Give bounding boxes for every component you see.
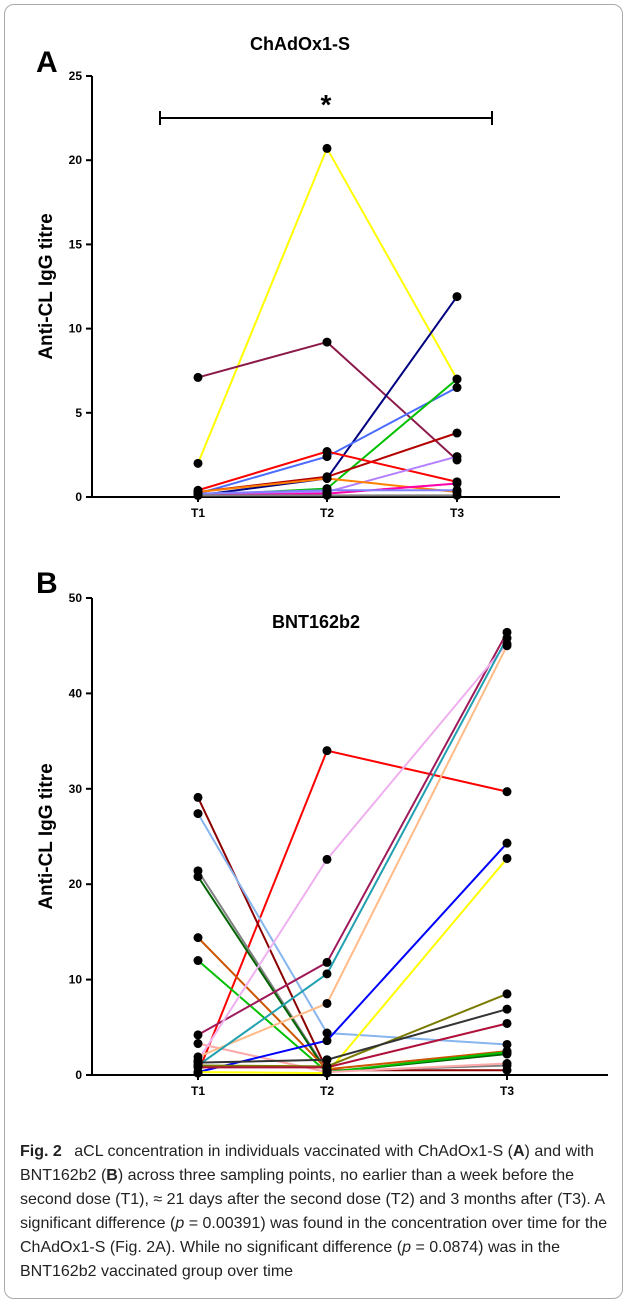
data-point	[452, 490, 462, 500]
data-point	[193, 1039, 203, 1049]
data-point	[322, 957, 332, 967]
y-tick-label: 20	[69, 153, 83, 167]
data-point	[322, 337, 332, 347]
data-point	[502, 853, 512, 863]
x-tick-label: T3	[450, 506, 464, 520]
data-point	[322, 143, 332, 153]
figure-frame	[4, 4, 623, 1299]
data-point	[322, 998, 332, 1008]
caption-panel-a: A	[512, 1143, 525, 1160]
caption-text-2: ) and with BNT162b2 (	[20, 1143, 594, 1184]
data-point	[502, 1059, 512, 1069]
data-point	[322, 1062, 332, 1072]
figure-label: Fig. 2	[20, 1143, 62, 1160]
data-point	[322, 1028, 332, 1038]
series-line	[197, 631, 508, 1036]
data-point	[193, 792, 203, 802]
y-tick-label: 10	[69, 322, 83, 336]
caption-text-1: aCL concentration in individuals vaccina…	[74, 1143, 513, 1160]
series-line	[197, 340, 458, 461]
data-point	[452, 374, 462, 384]
data-point	[452, 428, 462, 438]
y-tick-label: 20	[69, 877, 83, 891]
series-line	[197, 146, 458, 464]
y-tick-label: 25	[69, 69, 83, 83]
panel-label: B	[36, 567, 58, 600]
panel-label: A	[36, 46, 58, 79]
x-tick-label: T1	[191, 1084, 205, 1098]
data-point	[193, 490, 203, 500]
data-point	[322, 447, 332, 457]
data-point	[193, 1030, 203, 1040]
data-point	[452, 383, 462, 393]
y-tick-label: 0	[75, 1068, 82, 1082]
x-tick-label: T1	[191, 506, 205, 520]
data-point	[193, 956, 203, 966]
data-point	[452, 292, 462, 302]
data-point	[502, 1018, 512, 1028]
x-tick-label: T2	[320, 506, 334, 520]
caption-text-4: = 0.00391) was found in the concentratio…	[20, 1215, 608, 1256]
x-tick-label: T2	[320, 1084, 334, 1098]
data-point	[322, 1036, 332, 1046]
y-tick-label: 0	[75, 490, 82, 504]
y-tick-label: 50	[69, 591, 83, 605]
y-tick-label: 40	[69, 686, 83, 700]
y-axis-label: Anti-CL IgG titre	[36, 763, 57, 909]
series-line	[197, 645, 508, 1058]
data-point	[502, 633, 512, 643]
significance-marker: *	[321, 89, 332, 120]
series-line	[197, 796, 507, 1072]
caption-text-5: = 0.0874) was in the BNT162b2 vaccinated…	[20, 1239, 560, 1280]
y-tick-label: 5	[75, 406, 82, 420]
data-point	[193, 458, 203, 468]
data-point	[452, 452, 462, 462]
data-point	[322, 969, 332, 979]
data-point	[322, 746, 332, 756]
series-line	[197, 643, 508, 1062]
data-point	[193, 933, 203, 943]
data-point	[322, 490, 332, 500]
data-point	[502, 1004, 512, 1014]
y-tick-label: 30	[69, 782, 83, 796]
caption-p-symbol-1: p	[175, 1215, 185, 1232]
data-point	[502, 838, 512, 848]
chart-title: ChAdOx1-S	[250, 34, 350, 54]
data-point	[322, 473, 332, 483]
caption-text-3: ) across three sampling points, no earli…	[20, 1167, 605, 1232]
series-line	[197, 296, 458, 497]
data-point	[502, 1047, 512, 1057]
caption-p-symbol-2: p	[402, 1239, 411, 1256]
data-point	[452, 479, 462, 489]
data-point	[502, 787, 512, 797]
data-point	[193, 1062, 203, 1072]
data-point	[193, 809, 203, 819]
data-point	[322, 854, 332, 864]
series-line	[197, 749, 508, 1074]
data-point	[193, 372, 203, 382]
y-axis-label: Anti-CL IgG titre	[36, 213, 57, 359]
data-point	[502, 1039, 512, 1049]
data-point	[193, 872, 203, 882]
data-point	[322, 1055, 332, 1065]
y-tick-label: 15	[69, 237, 83, 251]
x-tick-label: T3	[500, 1084, 514, 1098]
chart-panel-b: B BNT162b2 Anti-CL IgG titre 0 10 20 30 40 50 T1 T…	[36, 567, 608, 1098]
y-tick-label: 10	[69, 973, 83, 987]
data-point	[502, 641, 512, 651]
caption-panel-b: B	[106, 1167, 118, 1184]
chart-panel-a: A ChAdOx1-S Anti-CL IgG titre 0 5 10 15 20 25 T1 T…	[36, 34, 560, 520]
data-point	[502, 989, 512, 999]
chart-title: BNT162b2	[272, 612, 360, 632]
figure-caption: Fig. 2 aCL concentration in individuals …	[20, 1140, 610, 1284]
figure-canvas: A ChAdOx1-S Anti-CL IgG titre 0 5 10 15 20 25 T1 T…	[36, 34, 608, 1098]
